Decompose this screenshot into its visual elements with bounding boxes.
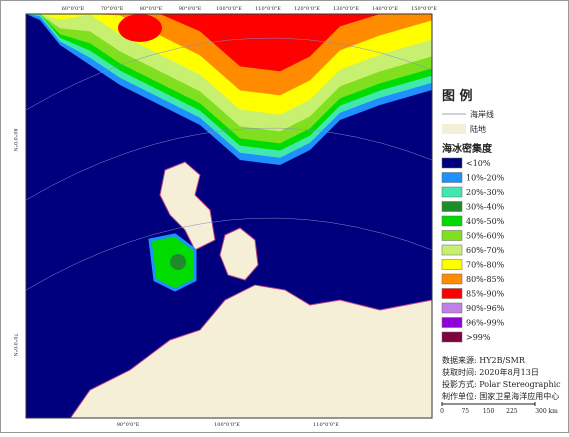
info-line: 投影方式: Polar Stereographic — [442, 379, 561, 389]
lon-label: 110°0'0"E — [255, 6, 281, 12]
scale-label: 300 km — [535, 408, 558, 415]
graticule — [26, 127, 432, 201]
graticule — [26, 217, 432, 291]
scale-bar — [441, 402, 536, 406]
legend-swatch — [441, 317, 463, 328]
legend-label: 90%-96% — [466, 304, 505, 313]
lon-label: 80°0'0"E — [140, 6, 163, 12]
land — [159, 161, 216, 251]
lat-label: 70°0'0"N — [12, 333, 18, 357]
ice-core — [118, 14, 162, 42]
legend-swatch — [441, 288, 463, 299]
legend-title: 图 例 — [442, 88, 473, 104]
lon-label: 90°0'0"E — [117, 422, 140, 428]
lon-label: 100°0'0"E — [214, 422, 240, 428]
lon-label: 90°0'0"E — [179, 6, 202, 12]
lon-label: 150°0'0"E — [411, 6, 437, 12]
legend-swatch — [441, 230, 463, 241]
ice-patch-core — [170, 254, 186, 270]
legend-label: 85%-90% — [466, 290, 505, 299]
legend-label: 40%-50% — [466, 217, 505, 226]
lon-label: 120°0'0"E — [294, 6, 320, 12]
legend-label: 50%-60% — [466, 232, 505, 241]
scale-label: 0 — [440, 408, 444, 415]
land — [69, 284, 432, 418]
lat-label: 80°0'0"N — [12, 128, 18, 152]
legend-label: 10%-20% — [466, 174, 505, 183]
legend-label: 30%-40% — [466, 203, 505, 212]
legend-land: 陆地 — [470, 124, 486, 134]
graticule — [26, 37, 432, 111]
map-border — [25, 13, 433, 419]
legend-label: 96%-99% — [466, 319, 505, 328]
lon-label: 140°0'0"E — [372, 6, 398, 12]
legend-swatch — [441, 215, 463, 227]
scale-label: 75 — [461, 408, 469, 415]
legend-swatch — [441, 273, 463, 285]
lon-label: 130°0'0"E — [333, 6, 359, 12]
legend-swatch — [441, 186, 463, 198]
ice-core — [240, 20, 320, 60]
legend-swatch — [441, 331, 463, 343]
legend-label: >99% — [466, 333, 491, 342]
map — [26, 14, 432, 418]
ice-band — [26, 14, 432, 72]
legend-swatch — [441, 201, 463, 212]
scale-label: 225 — [506, 408, 518, 415]
legend-swatch — [441, 259, 463, 270]
legend-swatch — [441, 302, 463, 314]
legend-label: 20%-30% — [466, 188, 505, 197]
legend-label: 80%-85% — [466, 275, 505, 284]
land — [219, 227, 259, 281]
scale-label: 150 — [483, 408, 495, 415]
legend-swatch — [441, 244, 463, 256]
info-line: 获取时间: 2020年8月13日 — [442, 367, 539, 377]
legend-swatch — [441, 172, 463, 183]
land-symbol — [442, 124, 466, 134]
legend-subtitle: 海冰密集度 — [442, 142, 493, 155]
lon-label: 110°0'0"E — [313, 422, 339, 428]
legend-label: <10% — [466, 159, 491, 168]
legend-label: 60%-70% — [466, 246, 505, 255]
info-line: 数据来源: HY2B/SMR — [442, 355, 526, 365]
legend-label: 70%-80% — [466, 261, 505, 270]
legend-coast: 海岸线 — [470, 109, 494, 119]
info-line: 制作单位: 国家卫星海洋应用中心 — [442, 391, 559, 401]
legend-swatch — [441, 157, 463, 169]
lon-label: 100°0'0"E — [216, 6, 242, 12]
lon-label: 60°0'0"E — [62, 6, 85, 12]
lon-label: 70°0'0"E — [101, 6, 124, 12]
